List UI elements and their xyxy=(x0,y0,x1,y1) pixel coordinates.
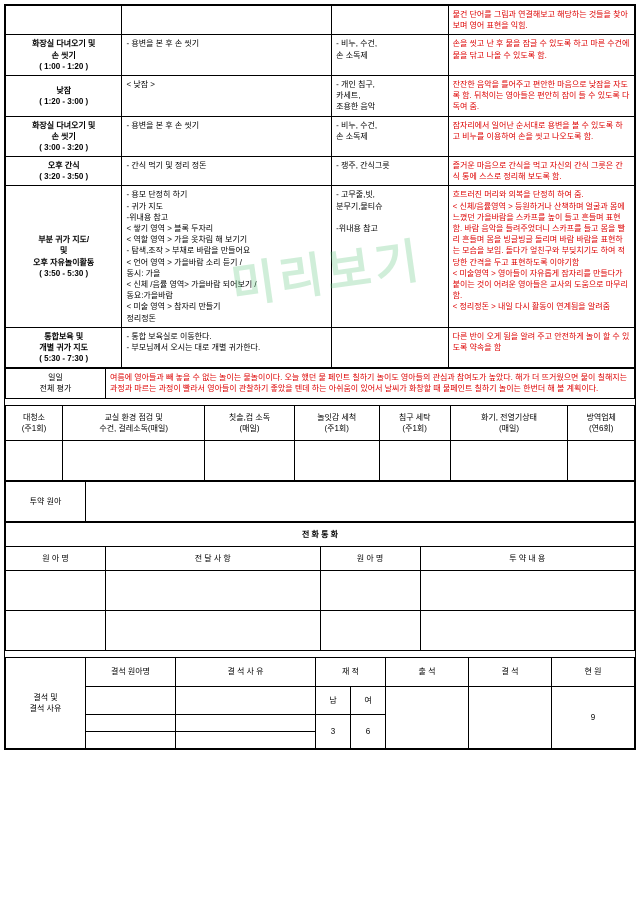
absent-current-val: 9 xyxy=(552,686,635,748)
clean-h2: 교실 환경 점검 및 수건, 걸레소독(매일) xyxy=(63,405,205,440)
absence-table: 결석 및 결석 사유 결석 원아명 결 석 사 유 재 적 출 석 결 석 현 … xyxy=(5,657,635,748)
absent-cell xyxy=(176,714,316,731)
materials-cell: - 비누, 수건, 손 소독제 xyxy=(332,116,448,157)
absent-h-attend: 출 석 xyxy=(386,658,469,686)
call-cell xyxy=(106,571,321,611)
clean-h6: 화기, 전열기상태 (매일) xyxy=(450,405,568,440)
schedule-table: 물건 단어를 그림과 연결해보고 해당하는 것들을 찾아보며 영어 표현을 익힘… xyxy=(5,5,635,368)
clean-h7: 방역업체 (연6회) xyxy=(568,405,635,440)
materials-cell xyxy=(332,6,448,35)
absent-male: 남 xyxy=(316,686,351,714)
clean-cell xyxy=(6,441,63,481)
clean-cell xyxy=(205,441,294,481)
absent-h-reason: 결 석 사 유 xyxy=(176,658,316,686)
absent-cell xyxy=(86,714,176,731)
clean-cell xyxy=(294,441,379,481)
call-col-name1: 원 아 명 xyxy=(6,547,106,571)
absent-cell xyxy=(176,731,316,748)
call-cell xyxy=(6,571,106,611)
call-cell xyxy=(320,611,420,651)
absent-h-enroll: 재 적 xyxy=(316,658,386,686)
call-cell xyxy=(420,571,635,611)
absent-female-n: 6 xyxy=(351,714,386,748)
eval-text: 여름에 영아들과 빼 놓을 수 없는 놀이는 물놀이이다. 오늘 했던 물 페인… xyxy=(106,369,635,398)
note-cell: 잠자리에서 일어난 순서대로 용변을 볼 수 있도록 하고 비누를 이용하여 손… xyxy=(448,116,634,157)
note-cell: 잔잔한 음악을 틀어주고 편안한 마음으로 낮잠을 자도록 함. 뒤척이는 영아… xyxy=(448,75,634,116)
call-col-med: 투 약 내 용 xyxy=(420,547,635,571)
note-cell: 흐트러진 머리와 의복을 단정히 하여 줌. < 신체/음률영역 > 등원하거나… xyxy=(448,186,634,327)
time-cell: 화장실 다녀오기 및 손 씻기 ( 3:00 - 3:20 ) xyxy=(6,116,122,157)
clean-cell xyxy=(568,441,635,481)
activity-cell: < 낮잠 > xyxy=(122,75,332,116)
call-cell xyxy=(106,611,321,651)
note-cell: 손을 씻고 난 후 물을 잠글 수 있도록 하고 마른 수건에 물을 닦고 나올… xyxy=(448,35,634,76)
note-cell: 물건 단어를 그림과 연결해보고 해당하는 것들을 찾아보며 영어 표현을 익힘… xyxy=(448,6,634,35)
absent-label: 결석 및 결석 사유 xyxy=(6,658,86,748)
call-cell xyxy=(320,571,420,611)
time-cell: 통합보육 및 개별 귀가 지도 ( 5:30 - 7:30 ) xyxy=(6,327,122,368)
activity-cell xyxy=(122,6,332,35)
call-cell xyxy=(6,611,106,651)
call-header: 전 화 통 화 xyxy=(6,523,635,547)
med-label: 투약 원아 xyxy=(6,482,86,522)
clean-cell xyxy=(450,441,568,481)
absent-cell xyxy=(86,686,176,714)
absent-h-name: 결석 원아명 xyxy=(86,658,176,686)
materials-cell: - 고무줄,빗, 분무기,물티슈 -위내용 참고 xyxy=(332,186,448,327)
clean-cell xyxy=(379,441,450,481)
absent-cell xyxy=(86,731,176,748)
absent-h-absent: 결 석 xyxy=(469,658,552,686)
eval-label: 일일 전체 평가 xyxy=(6,369,106,398)
time-cell xyxy=(6,6,122,35)
note-cell: 다른 반이 오게 됨을 알려 주고 안전하게 놀이 할 수 있도록 약속을 함 xyxy=(448,327,634,368)
absent-attend-val xyxy=(386,686,469,748)
materials-cell: - 개인 침구, 카세트, 조용한 음악 xyxy=(332,75,448,116)
clean-h4: 놀잇감 세척 (주1회) xyxy=(294,405,379,440)
materials-cell: - 쟁주, 간식그릇 xyxy=(332,157,448,186)
call-table: 전 화 통 화 원 아 명 전 달 사 항 원 아 명 투 약 내 용 xyxy=(5,522,635,651)
clean-cell xyxy=(63,441,205,481)
cleaning-table: 대청소 (주1회) 교실 환경 점검 및 수건, 걸레소독(매일) 칫솔,컵 소… xyxy=(5,405,635,481)
absent-h-current: 현 원 xyxy=(552,658,635,686)
note-cell: 즐거운 마음으로 간식을 먹고 자신의 간식 그릇은 간식 통에 스스로 정리해… xyxy=(448,157,634,186)
evaluation-table: 일일 전체 평가 여름에 영아들과 빼 놓을 수 없는 놀이는 물놀이이다. 오… xyxy=(5,368,635,398)
time-cell: 부분 귀가 지도/ 및 오후 자유놀이활동 ( 3:50 - 5:30 ) xyxy=(6,186,122,327)
call-cell xyxy=(420,611,635,651)
absent-male-n: 3 xyxy=(316,714,351,748)
absent-absent-val xyxy=(469,686,552,748)
medication-table: 투약 원아 xyxy=(5,481,635,522)
materials-cell: - 비누, 수건, 손 소독제 xyxy=(332,35,448,76)
absent-cell xyxy=(176,686,316,714)
clean-h3: 칫솔,컵 소독 (매일) xyxy=(205,405,294,440)
call-col-msg: 전 달 사 항 xyxy=(106,547,321,571)
time-cell: 화장실 다녀오기 및 손 씻기 ( 1:00 - 1:20 ) xyxy=(6,35,122,76)
activity-cell: - 용변을 본 후 손 씻기 xyxy=(122,35,332,76)
activity-cell: - 간식 먹기 및 정리 정돈 xyxy=(122,157,332,186)
call-col-name2: 원 아 명 xyxy=(320,547,420,571)
absent-female: 여 xyxy=(351,686,386,714)
time-cell: 오후 간식 ( 3:20 - 3:50 ) xyxy=(6,157,122,186)
clean-h5: 침구 세탁 (주1회) xyxy=(379,405,450,440)
document-page: 물건 단어를 그림과 연결해보고 해당하는 것들을 찾아보며 영어 표현을 익힘… xyxy=(4,4,636,750)
activity-cell: - 통합 보육실로 이동한다. - 부모님께서 오시는 대로 개별 귀가한다. xyxy=(122,327,332,368)
med-cell xyxy=(86,482,635,522)
time-cell: 낮잠 ( 1:20 - 3:00 ) xyxy=(6,75,122,116)
activity-cell: - 용모 단정히 하기 - 귀가 지도 -위내용 참고 < 쌓기 영역 > 블록… xyxy=(122,186,332,327)
materials-cell xyxy=(332,327,448,368)
activity-cell: - 용변을 본 후 손 씻기 xyxy=(122,116,332,157)
clean-h1: 대청소 (주1회) xyxy=(6,405,63,440)
